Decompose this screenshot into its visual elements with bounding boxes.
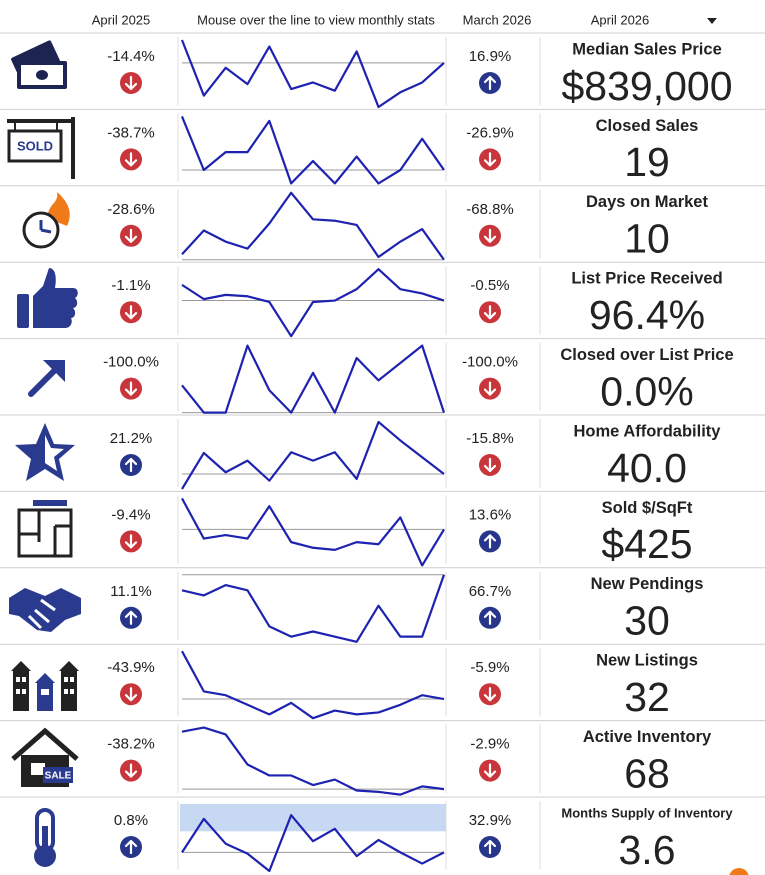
sparkline — [181, 497, 445, 567]
yoy-change: -100.0% — [103, 354, 159, 371]
sparkline — [181, 268, 445, 338]
sparkline — [181, 420, 445, 490]
indicator-arrow — [124, 687, 138, 702]
stat-title: New Pendings — [591, 575, 704, 593]
indicator-arrow — [124, 75, 138, 91]
indicator-arrow — [483, 610, 497, 625]
icon-handshake — [9, 588, 81, 632]
stat-title: Sold $/SqFt — [602, 499, 693, 517]
indicator-arrow — [483, 763, 497, 778]
icon-floorplan — [17, 500, 73, 558]
stat-title: Months Supply of Inventory — [561, 805, 733, 820]
indicator-arrow — [483, 152, 497, 167]
indicator-arrow — [124, 305, 138, 320]
mom-change: 32.9% — [469, 812, 512, 829]
indicator-arrow — [483, 75, 497, 91]
col-header: April 2025 — [92, 12, 151, 27]
mom-change: 66.7% — [469, 583, 512, 600]
sparkline — [181, 726, 445, 796]
icon-house: SALE — [11, 727, 79, 787]
sparkline — [181, 191, 445, 261]
stat-title: Closed Sales — [596, 117, 699, 135]
mom-change: -0.5% — [470, 277, 509, 294]
stat-value: 3.6 — [619, 827, 676, 873]
sparkline — [180, 115, 445, 185]
yoy-change: -28.6% — [107, 201, 155, 218]
indicator-arrow — [483, 228, 497, 243]
indicator-arrow — [124, 839, 138, 855]
indicator-arrow — [124, 228, 138, 243]
mom-change: 16.9% — [469, 48, 512, 65]
yoy-change: -38.2% — [107, 736, 155, 753]
mom-change: -26.9% — [466, 124, 514, 141]
stat-value: 10 — [624, 216, 670, 262]
icon-money — [11, 40, 67, 89]
yoy-change: -38.7% — [107, 124, 155, 141]
mom-change: -5.9% — [470, 659, 509, 676]
icon-clock — [22, 192, 70, 249]
yoy-change: -14.4% — [107, 48, 155, 65]
stat-value: 30 — [624, 598, 670, 644]
icon-thermometer — [34, 808, 56, 867]
icon-thumb — [17, 268, 78, 328]
icon-sold-sign: SOLD — [7, 117, 75, 179]
stat-value: 96.4% — [589, 292, 705, 338]
mom-change: -15.8% — [466, 430, 514, 447]
mom-change: 13.6% — [469, 506, 512, 523]
stat-value: 32 — [624, 674, 670, 720]
icon-text: SOLD — [17, 138, 53, 153]
icon-buildings — [11, 661, 79, 711]
indicator-arrow — [124, 534, 138, 549]
sparkline — [181, 574, 446, 643]
indicator-arrow — [483, 534, 497, 549]
sparkline — [181, 344, 446, 414]
stat-value: 40.0 — [607, 445, 687, 491]
stat-value: $425 — [601, 521, 692, 567]
icon-star — [15, 423, 75, 481]
mom-change: -2.9% — [470, 736, 509, 753]
yoy-change: -9.4% — [111, 506, 150, 523]
indicator-arrow — [483, 687, 497, 702]
sparkline — [180, 39, 445, 109]
indicator-arrow — [124, 152, 138, 167]
stat-value: 68 — [624, 750, 670, 796]
stat-value: 19 — [624, 139, 670, 185]
col-header: March 2026 — [463, 12, 532, 27]
mom-change: -68.8% — [466, 201, 514, 218]
indicator-arrow — [483, 305, 497, 320]
yoy-change: 0.8% — [114, 812, 148, 829]
stat-title: Active Inventory — [583, 728, 712, 746]
dropdown-arrow[interactable] — [707, 18, 717, 24]
yoy-change: 21.2% — [110, 430, 153, 447]
yoy-change: -1.1% — [111, 277, 150, 294]
col-header: Mouse over the line to view monthly stat… — [197, 12, 435, 27]
indicator-arrow — [483, 381, 497, 396]
stat-title: New Listings — [596, 652, 698, 670]
indicator-arrow — [124, 763, 138, 778]
mom-change: -100.0% — [462, 354, 518, 371]
normal-range-band — [180, 804, 446, 832]
stat-value: $839,000 — [561, 63, 732, 109]
indicator-arrow — [124, 381, 138, 396]
stat-title: Days on Market — [586, 193, 708, 211]
yoy-change: -43.9% — [107, 659, 155, 676]
icon-arrow — [28, 360, 65, 397]
stat-title: Home Affordability — [574, 422, 722, 440]
indicator-arrow — [124, 610, 138, 625]
yoy-change: 11.1% — [110, 583, 151, 600]
sparkline — [181, 814, 445, 873]
icon-text: SALE — [45, 771, 72, 782]
stat-value: 0.0% — [600, 368, 693, 414]
stat-title: Closed over List Price — [560, 346, 733, 364]
indicator-arrow — [483, 839, 497, 855]
month-select[interactable]: April 2026 — [591, 12, 650, 27]
indicator-arrow — [483, 457, 497, 473]
stat-title: List Price Received — [571, 270, 722, 288]
stat-title: Median Sales Price — [572, 40, 722, 58]
chat-badge[interactable] — [729, 868, 749, 875]
sparkline — [181, 650, 445, 720]
indicator-arrow — [124, 457, 138, 473]
